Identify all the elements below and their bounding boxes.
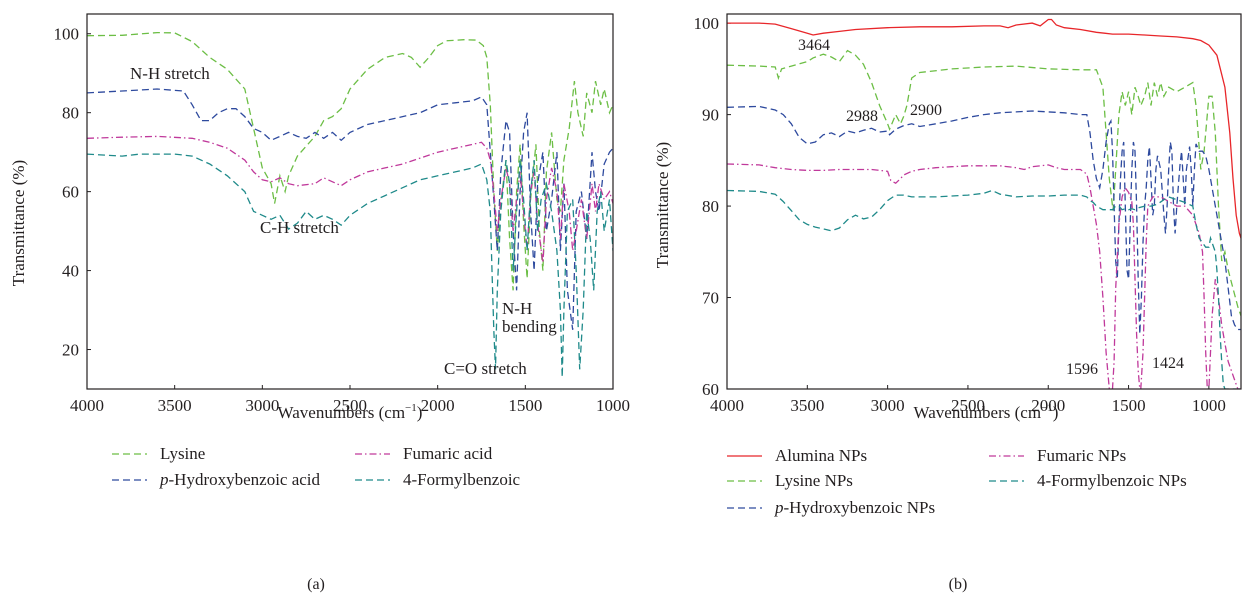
series-lines	[87, 31, 613, 378]
x-tick-label: 1500	[1112, 396, 1146, 415]
x-tick-label: 1000	[596, 396, 630, 415]
annotations: 3464 2988 2900 1596 1424	[798, 37, 1184, 378]
x-tick-label: 3500	[158, 396, 192, 415]
series-line	[727, 49, 1241, 317]
x-tick-label: 2500	[951, 396, 985, 415]
annotations: N-H stretch C-H stretch N-H bending C=O …	[130, 64, 557, 378]
annotation: 2900	[910, 102, 942, 119]
legend: Alumina NPs Lysine NPs p-Hydroxybenzoic NP…	[727, 446, 1187, 517]
x-tick-label: 3000	[245, 396, 279, 415]
plot-area	[726, 13, 1242, 390]
annotation: N-H	[502, 299, 532, 318]
series-line	[727, 18, 1241, 239]
legend-label: 4-Formylbenzoic	[403, 470, 521, 489]
series-line	[727, 105, 1241, 335]
x-tick-label: 2000	[421, 396, 455, 415]
y-tick-label: 70	[702, 289, 719, 308]
annotation: 2988	[846, 108, 878, 125]
y-tick-label: 60	[702, 380, 719, 399]
x-tick-label: 2500	[333, 396, 367, 415]
y-tick-label: 20	[62, 341, 79, 360]
y-axis-label: Transmittance (%)	[9, 160, 28, 286]
y-tick-label: 40	[62, 262, 79, 281]
annotation: 3464	[798, 37, 830, 54]
x-tick-label: 1000	[1192, 396, 1226, 415]
x-tick-label: 3000	[871, 396, 905, 415]
y-tick-label: 100	[694, 14, 720, 33]
annotation: 1596	[1066, 361, 1098, 378]
chart-panel-b: Transmittance (%) Wavenumbers (cm−1) 400…	[653, 13, 1242, 593]
x-tick-label: 3500	[790, 396, 824, 415]
series-line	[87, 31, 613, 291]
panel-label: (b)	[949, 576, 968, 593]
legend-label: p-Hydroxybenzoic NPs	[774, 498, 935, 517]
panel-label: (a)	[307, 576, 325, 593]
x-axis-label: Wavenumbers (cm−1)	[914, 402, 1059, 422]
y-tick-label: 100	[54, 25, 80, 44]
x-tick-label: 4000	[70, 396, 104, 415]
annotation: 1424	[1152, 355, 1184, 372]
x-tick-label: 1500	[508, 396, 542, 415]
y-tick-label: 90	[702, 106, 719, 125]
tick-labels: 4000 3500 3000 2500 2000 1500 1000 60 70 80 90 100	[694, 14, 1226, 415]
tick-labels: 4000 3500 3000 2500 2000 1500 1000 20 40 60 80 100	[54, 25, 631, 415]
legend-label: Lysine	[160, 444, 205, 463]
series-line	[87, 88, 613, 330]
legend: Lysine p-Hydroxybenzoic acid Fumaric acid 4…	[112, 444, 521, 489]
y-tick-label: 80	[702, 197, 719, 216]
series-line	[87, 135, 613, 263]
legend-label: Alumina NPs	[775, 446, 867, 465]
chart-panel-a: Transmittance (%) Wavenumbers (cm−1) 400…	[9, 13, 631, 593]
x-tick-label: 4000	[710, 396, 744, 415]
y-axis-label: Transmittance (%)	[653, 142, 672, 268]
legend-label: Fumaric NPs	[1037, 446, 1126, 465]
annotation: C-H stretch	[260, 218, 339, 237]
x-tick-label: 2000	[1031, 396, 1065, 415]
legend-label: 4-Formylbenzoic NPs	[1037, 471, 1187, 490]
series-lines	[727, 18, 1241, 389]
annotation: bending	[502, 317, 557, 336]
legend-label: Fumaric acid	[403, 444, 493, 463]
y-tick-label: 60	[62, 183, 79, 202]
x-axis-label: Wavenumbers (cm−1)	[278, 402, 423, 422]
series-line	[727, 163, 1241, 389]
series-line	[87, 153, 613, 378]
legend-label: p-Hydroxybenzoic acid	[159, 470, 321, 489]
plot-area	[86, 13, 614, 390]
legend-label: Lysine NPs	[775, 471, 853, 490]
y-tick-label: 80	[62, 104, 79, 123]
series-line	[727, 189, 1241, 389]
annotation: C=O stretch	[444, 359, 527, 378]
annotation: N-H stretch	[130, 64, 210, 83]
